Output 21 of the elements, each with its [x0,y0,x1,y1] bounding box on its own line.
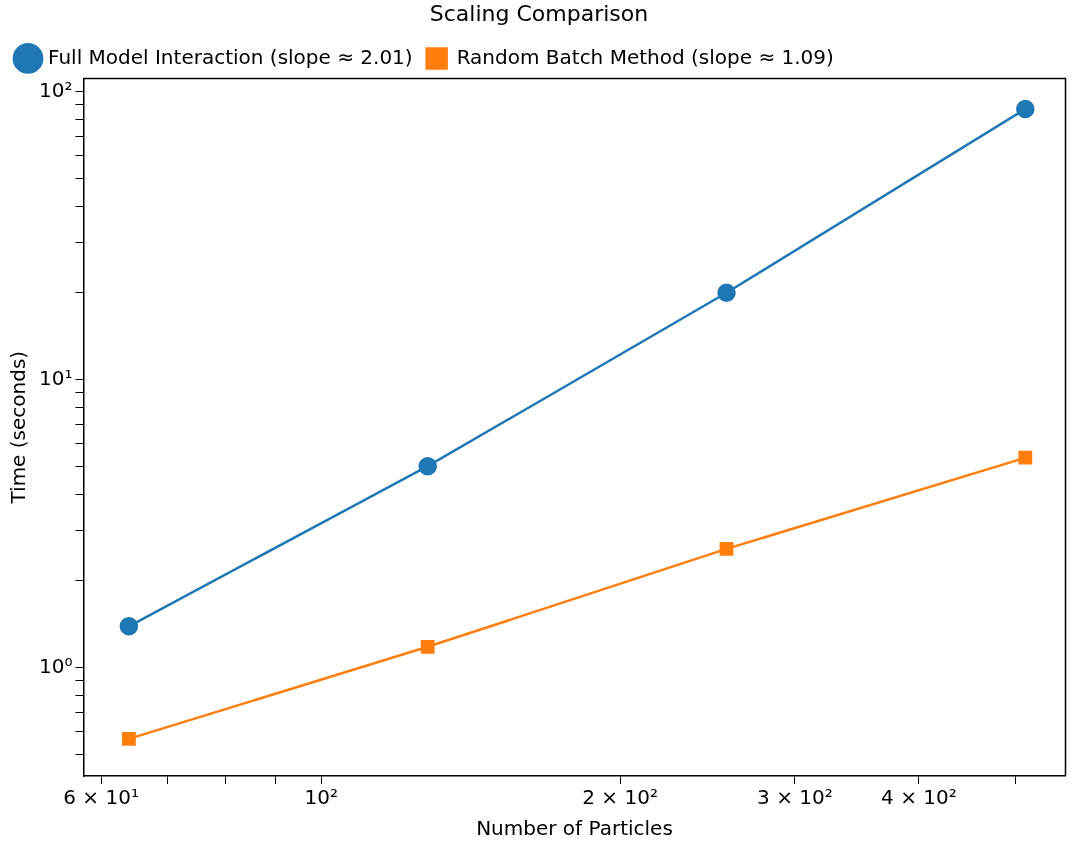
point [717,283,736,303]
x-tick-label: 2 × 10² [582,785,658,810]
point [1018,450,1033,465]
point [121,732,136,746]
x-tick-label: 3 × 10² [757,785,833,810]
chart-title: Scaling Comparison [429,0,649,26]
legend-label: Random Batch Method (slope ≈ 1.09) [456,44,834,69]
y-tick-label: 10² [39,77,73,102]
legend-label: Full Model Interaction (slope ≈ 2.01) [48,44,413,69]
y-tick-label: 10⁰ [39,653,73,678]
x-tick-label: 6 × 10¹ [63,785,139,810]
y-axis-title: Time (seconds) [6,350,31,505]
y-tick-label: 10¹ [39,365,73,390]
x-tick-label: 10² [304,785,339,810]
point [1016,99,1035,119]
point [719,542,734,556]
point [420,639,435,654]
point [119,617,139,636]
x-axis-title: Number of Particles [476,816,673,841]
x-tick-label: 4 × 10² [881,785,957,810]
point [418,456,437,476]
